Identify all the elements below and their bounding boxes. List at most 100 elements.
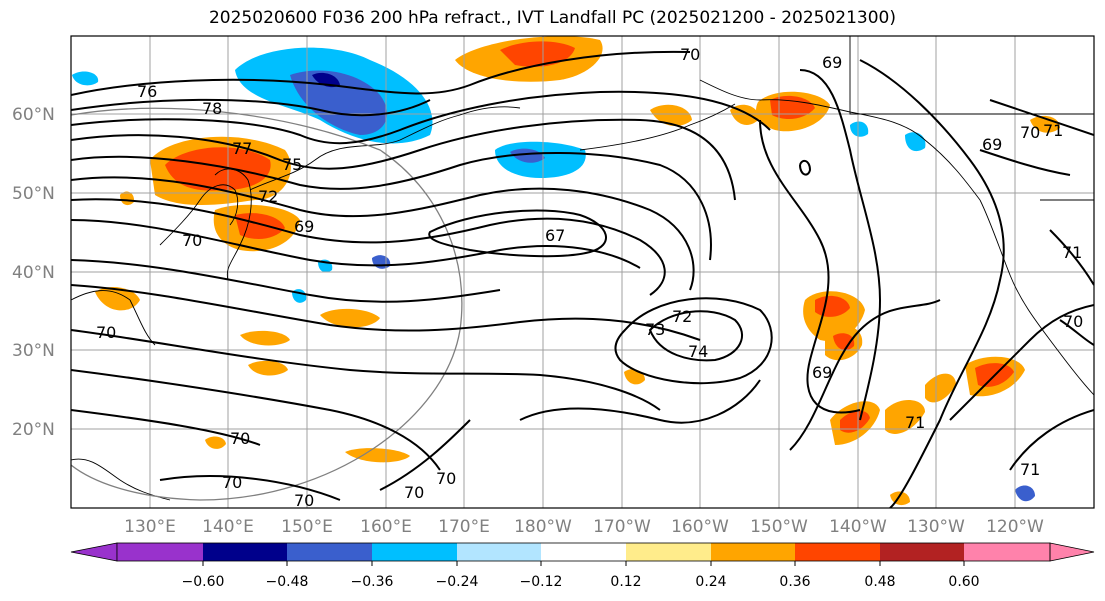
- fill-gulf-cyan: [850, 121, 869, 137]
- colorbar-tick-label: −0.36: [351, 574, 394, 590]
- anomaly-fills: [72, 36, 1060, 506]
- contour-label: 73: [645, 320, 665, 339]
- lon-label: 160°E: [360, 517, 412, 537]
- contour-label: 70: [404, 483, 424, 502]
- lon-label: 140°W: [829, 517, 887, 537]
- colorbar-tick-label: 0.60: [948, 574, 979, 590]
- colorbar-high-extend: [1049, 542, 1095, 562]
- contour-label: 69: [294, 217, 314, 236]
- colorbar-outline: [116, 542, 1051, 562]
- fill-pacific-blue: [510, 148, 545, 163]
- fill-w-orange-far: [120, 191, 135, 206]
- colorbar: −0.60 −0.48 −0.36 −0.24 −0.12 0.12 0.24 …: [70, 542, 1095, 590]
- fill-west-orange: [95, 286, 140, 311]
- contour-label: 77: [232, 139, 252, 158]
- contour-label: 71: [905, 413, 925, 432]
- colorbar-segment: [117, 543, 203, 561]
- colorbar-tick-label: 0.48: [864, 574, 895, 590]
- lat-label: 30°N: [12, 341, 55, 361]
- fill-ep-orange4: [885, 400, 925, 434]
- colorbar-segment: [287, 543, 372, 561]
- fill-w-cyan: [72, 71, 99, 86]
- contour-label: 70: [436, 469, 456, 488]
- contour-label: 71: [1062, 243, 1082, 262]
- contour-label: 70: [1063, 312, 1083, 331]
- map-title: 2025020600 F036 200 hPa refract., IVT La…: [208, 8, 896, 28]
- colorbar-segment: [880, 543, 964, 561]
- colorbar-ticks: [202, 561, 965, 566]
- latitude-labels: 60°N 50°N 40°N 30°N 20°N: [12, 105, 55, 440]
- contour-label: 78: [202, 99, 222, 118]
- colorbar-segment: [541, 543, 626, 561]
- contour-label: 71: [1020, 460, 1040, 479]
- lon-label: 170°W: [593, 517, 651, 537]
- colorbar-segment: [795, 543, 880, 561]
- contour-label: 70: [294, 491, 314, 510]
- lon-label: 160°W: [671, 517, 729, 537]
- colorbar-tick-label: 0.36: [779, 574, 810, 590]
- contour-label: 67: [545, 226, 565, 245]
- colorbar-segment: [372, 543, 457, 561]
- colorbar-segment: [964, 543, 1050, 561]
- colorbar-segment: [626, 543, 711, 561]
- fill-w-pacific-orange3: [248, 360, 288, 376]
- fill-s-pacific-orange: [345, 448, 410, 463]
- lat-label: 50°N: [12, 184, 55, 204]
- lon-label: 150°E: [281, 517, 333, 537]
- fill-alaska-orange: [650, 104, 692, 126]
- fill-gulf-red-inner: [770, 95, 815, 120]
- lat-label: 20°N: [12, 420, 55, 440]
- fill-w-pacific-orange: [320, 308, 380, 328]
- contour-label: 70: [222, 473, 242, 492]
- fill-w-pacific-orange2: [240, 330, 290, 346]
- fill-s-pacific-orange2: [205, 436, 226, 449]
- fill-japan-south-red: [235, 213, 285, 240]
- lon-label: 150°W: [750, 517, 808, 537]
- colorbar-tick-label: 0.24: [695, 574, 726, 590]
- lon-label: 140°E: [202, 517, 254, 537]
- lon-label: 170°E: [438, 517, 490, 537]
- colorbar-segment: [711, 543, 795, 561]
- lon-label: 120°W: [986, 517, 1044, 537]
- fill-ep-red3: [840, 410, 870, 433]
- lon-label: 130°E: [124, 517, 176, 537]
- lat-label: 60°N: [12, 105, 55, 125]
- contour-label: 71: [1043, 121, 1063, 140]
- fill-okhotsk-blue: [290, 70, 388, 135]
- contour-label: 70: [680, 45, 700, 64]
- contour-labels: 76 78 77 75 72 69 70 70 67 73 72 74 69 7…: [96, 45, 1083, 510]
- colorbar-tick-label: −0.24: [436, 574, 479, 590]
- fill-ep-orange5: [925, 373, 956, 403]
- contour-label: 72: [258, 187, 278, 206]
- colorbar-tick-label: −0.48: [266, 574, 309, 590]
- contour-label: 76: [137, 82, 157, 101]
- contour-label: 69: [812, 363, 832, 382]
- contour-label: 74: [688, 342, 708, 361]
- map-frame: [70, 35, 1095, 509]
- fill-se-alaska-cyan: [905, 132, 926, 152]
- contour-label: 69: [822, 53, 842, 72]
- contour-label: 70: [182, 231, 202, 250]
- colorbar-tick-label: 0.12: [610, 574, 641, 590]
- lon-label: 130°W: [907, 517, 965, 537]
- colorbar-segment: [457, 543, 541, 561]
- contour-label: 72: [672, 307, 692, 326]
- lat-label: 40°N: [12, 263, 55, 283]
- fill-japan-red: [165, 147, 271, 191]
- lon-label: 180°W: [514, 517, 572, 537]
- refractivity-contours: [71, 50, 1094, 508]
- contour-label: 70: [96, 323, 116, 342]
- fill-ep-blue7: [1015, 485, 1035, 502]
- contour-label: 70: [1020, 123, 1040, 142]
- colorbar-low-extend: [70, 542, 118, 562]
- colorbar-tick-label: −0.12: [520, 574, 563, 590]
- fill-ep-red2: [833, 333, 855, 351]
- fill-okhotsk-navy: [312, 72, 340, 88]
- great-circle: [71, 107, 463, 501]
- contour-label: 70: [230, 429, 250, 448]
- fill-bering-red: [500, 41, 575, 67]
- colorbar-segment: [203, 543, 287, 561]
- contour-label: 69: [982, 135, 1002, 154]
- longitude-labels: 130°E 140°E 150°E 160°E 170°E 180°W 170°…: [124, 517, 1044, 537]
